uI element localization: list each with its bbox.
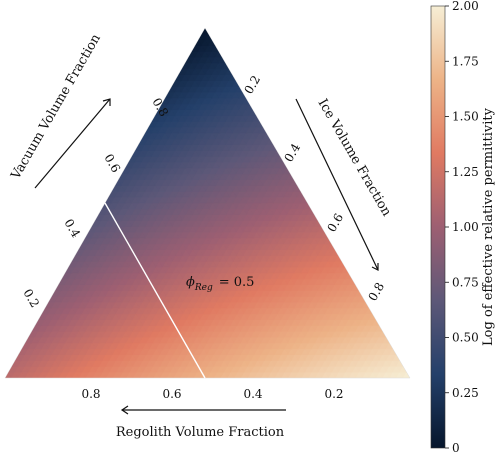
colorbar-label: Log of effective relative permittivity [481, 107, 496, 346]
left-tick-0.2: 0.2 [20, 287, 42, 311]
bottom-tick-0.6: 0.6 [162, 387, 181, 401]
left-tick-0.4: 0.4 [61, 217, 83, 241]
colorbar-tick-label: 1.25 [452, 165, 479, 179]
colorbar-tick-label: 0 [452, 441, 460, 455]
colorbar-tick-label: 0.25 [452, 386, 479, 400]
right-tick-0.4: 0.4 [281, 141, 303, 165]
bottom-tick-0.4: 0.4 [243, 387, 262, 401]
ice-axis-label: Ice Volume Fraction [315, 97, 395, 220]
right-tick-0.2: 0.2 [241, 73, 263, 97]
right-tick-0.6: 0.6 [324, 211, 346, 235]
colorbar [430, 5, 446, 449]
colorbar-tick-label: 0.50 [452, 331, 479, 345]
right-tick-0.8: 0.8 [365, 280, 387, 304]
ternary-field [5, 28, 410, 378]
colorbar-tick-label: 0.75 [452, 275, 479, 289]
bottom-tick-0.8: 0.8 [81, 387, 100, 401]
colorbar-tick-label: 1.75 [452, 54, 479, 68]
colorbar-ticks: 0 0.25 0.50 0.75 1.00 1.25 1.50 1.75 2.00 [445, 0, 479, 455]
colorbar-tick-label: 1.50 [452, 110, 479, 124]
left-tick-0.6: 0.6 [101, 152, 123, 176]
colorbar-tick-label: 1.00 [452, 220, 479, 234]
colorbar-tick-label: 2.00 [452, 0, 479, 13]
field-cell [201, 28, 209, 35]
regolith-axis-label: Regolith Volume Fraction [116, 425, 285, 440]
bottom-tick-0.2: 0.2 [324, 387, 343, 401]
vacuum-axis-label: Vacuum Volume Fraction [8, 31, 104, 183]
